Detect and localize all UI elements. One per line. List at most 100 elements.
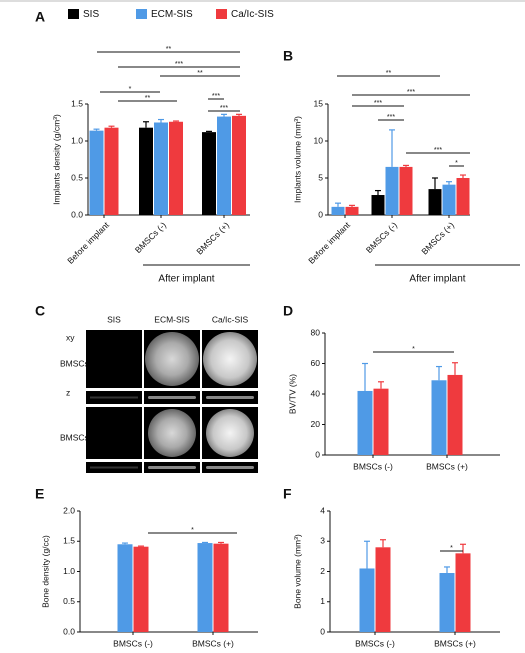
panel-label: C <box>35 303 45 319</box>
scaffold-side <box>206 466 254 469</box>
bar <box>213 543 229 632</box>
y-tick-label: 60 <box>311 358 321 368</box>
bar <box>456 178 470 215</box>
panel-label: B <box>283 48 293 64</box>
x-tick-label: BMSCs (+) <box>419 220 456 257</box>
scaffold-scan <box>148 409 196 457</box>
x-tick-label: BMSCs (-) <box>355 638 395 648</box>
column-label: SIS <box>107 314 121 324</box>
x-tick-label: BMSCs (+) <box>192 638 234 648</box>
error-bar <box>444 566 450 574</box>
significance-label: *** <box>212 93 220 100</box>
bar <box>104 127 119 215</box>
significance-label: * <box>455 160 458 167</box>
legend-swatch <box>216 9 227 19</box>
y-tick-label: 80 <box>311 327 321 337</box>
x-tick-label: BMSCs (+) <box>434 638 476 648</box>
error-bar <box>173 120 179 122</box>
y-tick-label: 0.5 <box>63 596 75 606</box>
error-bar <box>364 540 370 569</box>
error-bar <box>158 118 164 123</box>
x-tick-label: BMSCs (+) <box>194 220 231 257</box>
scaffold-scan <box>203 332 257 386</box>
error-bar <box>452 362 458 375</box>
y-tick-label: 0.5 <box>71 172 83 182</box>
bar <box>117 544 133 632</box>
bar <box>232 115 246 215</box>
legend-label: SIS <box>83 9 99 20</box>
error-bar <box>108 125 115 128</box>
bar <box>385 166 399 215</box>
legend-label: ECM-SIS <box>151 9 193 20</box>
panel-label: D <box>283 303 293 319</box>
y-tick-label: 20 <box>311 419 321 429</box>
significance-label: * <box>129 86 132 93</box>
scaffold-scan <box>206 409 254 457</box>
bar <box>439 573 455 632</box>
error-bar <box>389 129 395 167</box>
scaffold-side <box>148 396 196 399</box>
significance-label: *** <box>434 147 442 154</box>
error-bar <box>362 362 368 391</box>
significance-label: ** <box>145 95 151 102</box>
bar <box>197 543 213 632</box>
image-panel: C SIS ECM-SIS Ca/Ic-SIS BMSCs (-) xy z BMSCs (+… <box>35 303 258 473</box>
bar <box>139 127 153 215</box>
significance-label: *** <box>175 61 183 68</box>
error-bar <box>138 545 144 547</box>
significance-label: *** <box>220 105 228 112</box>
bar <box>202 132 216 215</box>
error-bar <box>349 204 355 207</box>
significance-label: *** <box>407 89 415 96</box>
bar <box>442 184 456 215</box>
y-tick-label: 0 <box>315 449 320 459</box>
legend: SIS ECM-SIS Ca/Ic-SIS <box>68 9 274 20</box>
x-tick-label: Before implant <box>65 219 111 265</box>
row-label: BMSCs (-) <box>60 358 100 368</box>
ct-image <box>86 407 142 459</box>
bar <box>373 388 389 455</box>
error-bar <box>218 541 224 544</box>
y-axis-label: Implants volume (mm³) <box>292 116 302 203</box>
y-tick-label: 5 <box>318 172 323 182</box>
view-label: z <box>66 387 70 397</box>
y-axis-label: Bone volume (mm³) <box>292 534 302 609</box>
bar <box>359 568 375 632</box>
bar <box>217 116 231 215</box>
bar <box>89 130 104 215</box>
bar <box>345 206 359 215</box>
column-label: ECM-SIS <box>154 314 190 324</box>
error-bar <box>143 121 149 128</box>
x-tick-label: BMSCs (-) <box>113 638 153 648</box>
scaffold-side <box>206 396 254 399</box>
x-tick-label: Before implant <box>306 219 352 265</box>
bar <box>447 374 463 455</box>
y-tick-label: 2 <box>320 566 325 576</box>
error-bar <box>378 381 384 389</box>
y-axis-label: Implants density (g/cm³) <box>51 114 61 205</box>
x-tick-label: BMSCs (-) <box>364 220 399 255</box>
legend-swatch <box>68 9 79 19</box>
significance-label: *** <box>374 100 382 107</box>
error-bar <box>122 542 128 545</box>
bar <box>431 380 447 455</box>
bar <box>428 189 442 215</box>
y-tick-label: 10 <box>314 135 324 145</box>
panel-label: E <box>35 486 44 502</box>
y-tick-label: 1.0 <box>63 566 75 576</box>
error-bar <box>436 365 442 381</box>
significance-label: ** <box>197 70 203 77</box>
bar <box>455 553 471 632</box>
error-bar <box>375 189 381 196</box>
significance-label: * <box>412 346 415 353</box>
significance-label: * <box>191 527 194 534</box>
column-label: Ca/Ic-SIS <box>212 314 249 324</box>
error-bar <box>380 539 386 548</box>
error-bar <box>206 130 212 133</box>
scaffold-side <box>90 466 138 469</box>
x-tick-label: BMSCs (-) <box>353 461 393 471</box>
x-tick-label: BMSCs (+) <box>426 461 468 471</box>
legend-label: Ca/Ic-SIS <box>231 9 274 20</box>
group-label: After implant <box>158 274 214 285</box>
